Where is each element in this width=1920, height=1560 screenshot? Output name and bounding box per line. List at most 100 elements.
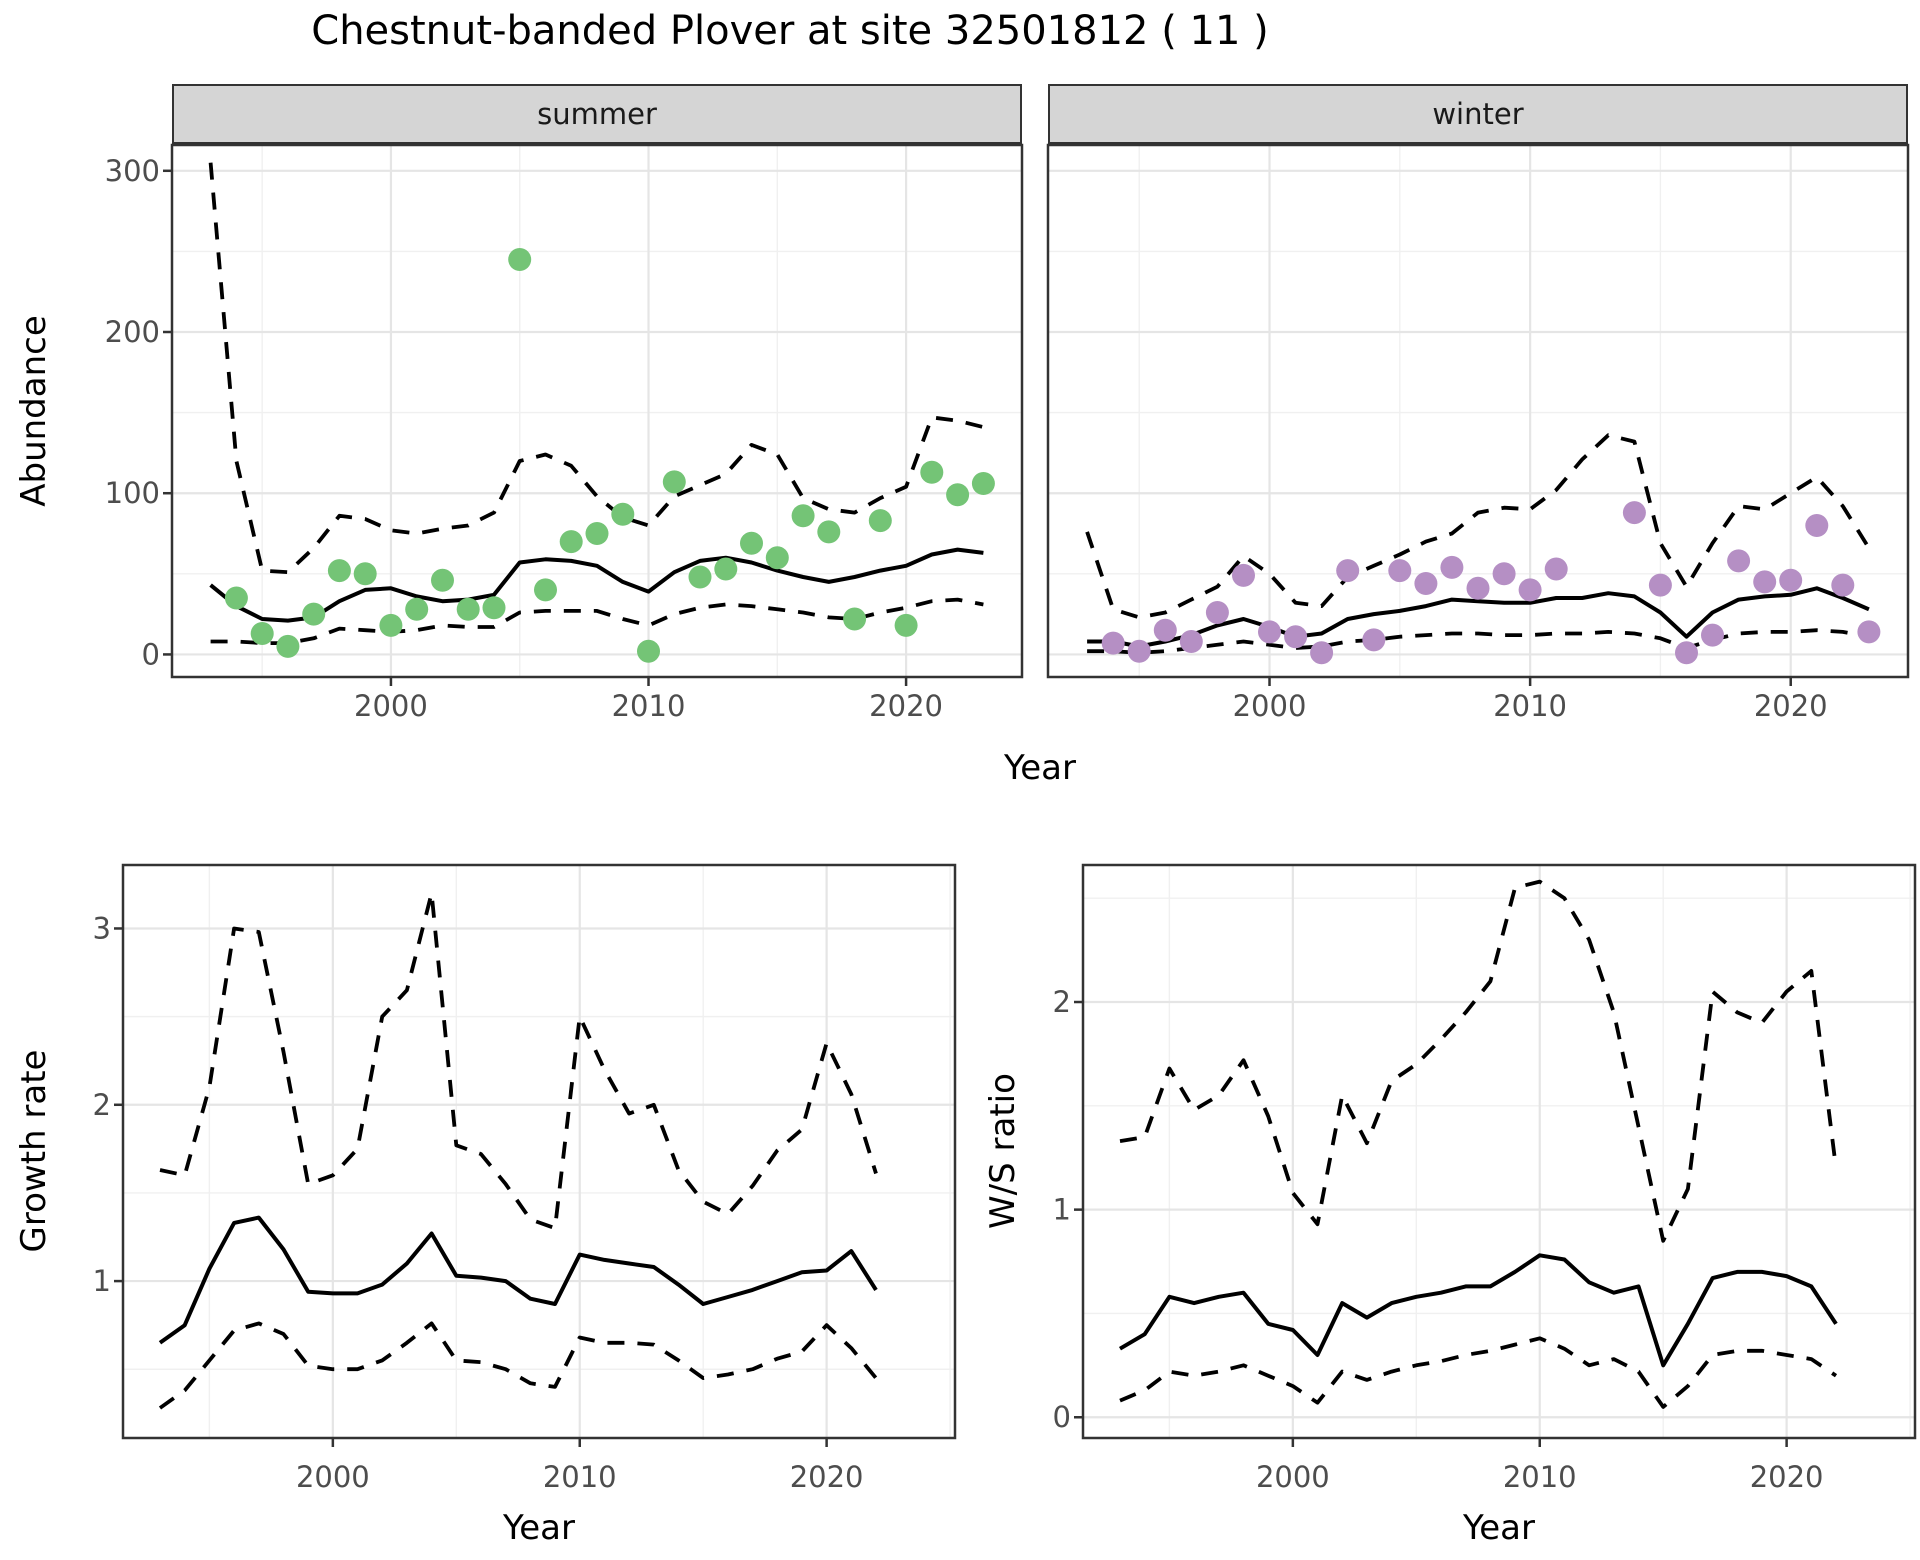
data-point [1753,570,1777,594]
x-tick-label: 2000 [296,1460,370,1494]
data-point [1518,578,1542,602]
x-tick-label: 2010 [1503,1460,1577,1494]
data-point [302,602,326,626]
data-point [327,559,351,583]
data-point [534,578,557,602]
data-point [250,622,274,645]
data-point [1805,514,1829,537]
y-tick-label: 300 [105,154,160,188]
series-mean [158,1215,878,1345]
y-tick-label: 1 [1053,1193,1071,1227]
data-point [482,596,506,620]
data-point [1675,641,1698,665]
panel-abundance-summer: 2000 2010 2020 0 100 200 300 [105,143,1024,723]
series-lower_ci [210,597,984,645]
data-point [1258,620,1281,644]
series-lower_ci [1087,628,1870,655]
facet-strip-winter: winter [1048,84,1908,145]
series-mean [209,547,984,623]
x-tick-label: 2010 [1493,689,1567,723]
y-tick-label: 2 [1053,985,1071,1019]
facet-strip-summer: summer [172,84,1022,145]
data-point [1701,623,1724,647]
x-axis-title-ws: Year [1463,1508,1535,1548]
y-tick-label: 100 [105,476,160,510]
data-point [1232,563,1255,587]
data-point [1492,562,1516,586]
x-tick-label: 2000 [1233,689,1307,723]
data-point [971,472,995,495]
data-point [508,248,532,271]
data-point [1414,572,1438,595]
data-point [688,565,712,589]
data-point [405,597,429,621]
x-tick-label: 2000 [354,689,428,723]
data-point [791,504,815,528]
data-point [1388,559,1412,583]
data-point [559,530,583,554]
x-tick-label: 2010 [543,1460,617,1494]
data-point [868,509,892,533]
data-point [276,634,300,658]
data-point [1440,555,1464,579]
data-point [1544,557,1568,581]
x-tick-label: 2010 [612,689,686,723]
data-point [817,520,841,544]
series-upper_ci [1119,879,1838,1243]
data-point [1101,631,1125,655]
data-point [1857,620,1881,644]
y-tick-label: 0 [1053,1400,1071,1434]
data-point [353,562,377,586]
y-tick-label: 2 [93,1088,111,1122]
data-point [224,586,248,610]
data-point [920,460,944,484]
data-point [379,613,403,637]
x-axis-title-growth: Year [503,1508,575,1548]
series-mean [1087,586,1870,649]
panel-growth: 2000 2010 2020 1 2 3 [93,863,957,1494]
x-tick-label: 2020 [1754,689,1828,723]
panel-abundance-winter: 2000 2010 2020 [1046,143,1910,723]
facet-strip-winter-label: winter [1432,97,1524,131]
data-point [637,639,660,663]
series-lower_ci [1119,1336,1838,1409]
data-point [1153,618,1177,642]
data-point [843,607,867,631]
data-point [1622,501,1646,525]
panel-ws: 2000 2010 2020 0 1 2 [1053,863,1917,1494]
data-point [894,613,918,637]
data-point [714,557,738,581]
series-upper_ci [1085,433,1871,620]
data-point [765,546,789,570]
data-point [1310,641,1334,665]
data-point [1362,628,1386,652]
panel-background [123,865,955,1438]
series-upper_ci [159,891,878,1231]
data-point [585,522,609,545]
data-point [1727,549,1751,573]
data-point [740,531,763,555]
facet-strip-summer-label: summer [537,97,657,131]
data-point [456,597,480,621]
series-mean [1118,1253,1838,1368]
data-point [431,568,454,592]
panel-background [1083,865,1915,1438]
data-point [1179,630,1203,653]
panel-border [170,143,1024,679]
y-tick-label: 1 [93,1264,111,1298]
panel-border [1046,143,1910,679]
series-upper_ci [208,162,984,575]
data-point [662,470,686,494]
x-tick-label: 2020 [790,1460,864,1494]
data-point [1466,576,1490,600]
data-point [1336,559,1360,583]
figure-title: Chestnut-banded Plover at site 32501812 … [311,8,1269,54]
data-point [1648,573,1672,597]
series-lower_ci [158,1321,878,1410]
data-point [1205,601,1229,624]
x-axis-title-top: Year [1004,748,1076,788]
x-tick-label: 2000 [1256,1460,1330,1494]
data-point [946,483,970,507]
